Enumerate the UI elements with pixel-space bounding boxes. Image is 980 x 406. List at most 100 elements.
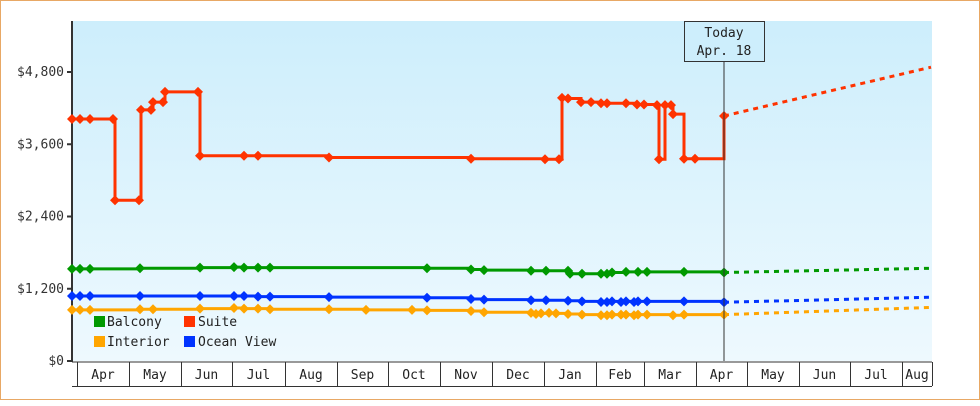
data-point-suite[interactable] <box>146 104 156 115</box>
data-point-ocean-view[interactable] <box>577 296 587 307</box>
data-point-interior[interactable] <box>563 309 573 320</box>
data-point-ocean-view[interactable] <box>563 295 573 306</box>
data-point-ocean-view[interactable] <box>466 293 476 304</box>
data-point-suite[interactable] <box>134 195 144 206</box>
data-point-balcony[interactable] <box>621 266 631 277</box>
data-point-interior[interactable] <box>596 310 606 321</box>
data-point-ocean-view[interactable] <box>67 290 77 301</box>
data-point-ocean-view[interactable] <box>479 294 489 305</box>
data-point-interior[interactable] <box>239 303 249 314</box>
data-point-interior[interactable] <box>75 304 85 315</box>
data-point-ocean-view[interactable] <box>253 291 263 302</box>
data-point-ocean-view[interactable] <box>642 296 652 307</box>
data-point-ocean-view[interactable] <box>229 290 239 301</box>
data-point-suite[interactable] <box>253 150 263 161</box>
data-point-suite[interactable] <box>563 93 573 104</box>
data-point-ocean-view[interactable] <box>633 296 643 307</box>
data-point-balcony[interactable] <box>135 263 145 274</box>
data-point-balcony[interactable] <box>565 268 575 279</box>
data-point-ocean-view[interactable] <box>596 296 606 307</box>
data-point-ocean-view[interactable] <box>526 295 536 306</box>
data-point-ocean-view[interactable] <box>265 291 275 302</box>
data-point-ocean-view[interactable] <box>621 296 631 307</box>
data-point-balcony[interactable] <box>526 265 536 276</box>
data-point-interior[interactable] <box>67 304 77 315</box>
data-point-ocean-view[interactable] <box>239 290 249 301</box>
data-point-suite[interactable] <box>108 113 118 124</box>
data-point-interior[interactable] <box>324 304 334 315</box>
data-point-suite[interactable] <box>75 113 85 124</box>
data-point-suite[interactable] <box>668 109 678 120</box>
data-point-balcony[interactable] <box>239 262 249 273</box>
data-point-ocean-view[interactable] <box>85 290 95 301</box>
data-point-interior[interactable] <box>668 310 678 321</box>
data-point-suite[interactable] <box>158 97 168 108</box>
data-point-suite[interactable] <box>239 150 249 161</box>
data-point-balcony[interactable] <box>479 265 489 276</box>
data-point-suite[interactable] <box>632 99 642 110</box>
data-point-interior[interactable] <box>361 304 371 315</box>
data-point-suite[interactable] <box>85 113 95 124</box>
data-point-balcony[interactable] <box>633 266 643 277</box>
data-point-suite[interactable] <box>690 153 700 164</box>
data-point-suite[interactable] <box>596 98 606 109</box>
data-point-interior[interactable] <box>195 303 205 314</box>
data-point-interior[interactable] <box>577 309 587 320</box>
data-point-ocean-view[interactable] <box>607 296 617 307</box>
data-point-suite[interactable] <box>324 152 334 163</box>
data-point-suite[interactable] <box>160 86 170 97</box>
data-point-balcony[interactable] <box>541 265 551 276</box>
data-point-suite[interactable] <box>540 154 550 165</box>
data-point-balcony[interactable] <box>577 268 587 279</box>
data-point-interior[interactable] <box>265 304 275 315</box>
data-point-suite[interactable] <box>666 100 676 111</box>
data-point-interior[interactable] <box>229 303 239 314</box>
data-point-suite[interactable] <box>602 98 612 109</box>
data-point-interior[interactable] <box>551 308 561 319</box>
data-point-balcony[interactable] <box>195 262 205 273</box>
data-point-suite[interactable] <box>660 100 670 111</box>
data-point-suite[interactable] <box>193 86 203 97</box>
data-point-interior[interactable] <box>479 307 489 318</box>
data-point-interior[interactable] <box>407 304 417 315</box>
data-point-ocean-view[interactable] <box>422 292 432 303</box>
data-point-balcony[interactable] <box>679 266 689 277</box>
data-point-suite[interactable] <box>554 154 564 165</box>
data-point-ocean-view[interactable] <box>541 295 551 306</box>
data-point-suite[interactable] <box>679 153 689 164</box>
data-point-suite[interactable] <box>67 113 77 124</box>
data-point-interior[interactable] <box>633 309 643 320</box>
data-point-balcony[interactable] <box>67 263 77 274</box>
data-point-balcony[interactable] <box>85 263 95 274</box>
data-point-ocean-view[interactable] <box>135 290 145 301</box>
data-point-interior[interactable] <box>679 309 689 320</box>
data-point-balcony[interactable] <box>596 268 606 279</box>
data-point-balcony[interactable] <box>466 264 476 275</box>
data-point-suite[interactable] <box>148 97 158 108</box>
data-point-interior[interactable] <box>422 305 432 316</box>
data-point-balcony[interactable] <box>607 267 617 278</box>
data-point-suite[interactable] <box>136 104 146 115</box>
data-point-interior[interactable] <box>642 309 652 320</box>
data-point-interior[interactable] <box>253 303 263 314</box>
data-point-balcony[interactable] <box>265 262 275 273</box>
data-point-ocean-view[interactable] <box>195 290 205 301</box>
data-point-balcony[interactable] <box>229 262 239 273</box>
data-point-interior[interactable] <box>621 309 631 320</box>
data-point-interior[interactable] <box>536 308 546 319</box>
data-point-interior[interactable] <box>85 304 95 315</box>
data-point-suite[interactable] <box>466 153 476 164</box>
data-point-suite[interactable] <box>586 97 596 108</box>
data-point-ocean-view[interactable] <box>324 292 334 303</box>
data-point-interior[interactable] <box>135 304 145 315</box>
data-point-interior[interactable] <box>607 309 617 320</box>
data-point-suite[interactable] <box>195 150 205 161</box>
data-point-ocean-view[interactable] <box>679 296 689 307</box>
data-point-suite[interactable] <box>576 97 586 108</box>
data-point-balcony[interactable] <box>422 263 432 274</box>
data-point-balcony[interactable] <box>75 263 85 274</box>
data-point-interior[interactable] <box>466 306 476 317</box>
data-point-balcony[interactable] <box>253 262 263 273</box>
data-point-suite[interactable] <box>652 100 662 111</box>
data-point-balcony[interactable] <box>642 266 652 277</box>
